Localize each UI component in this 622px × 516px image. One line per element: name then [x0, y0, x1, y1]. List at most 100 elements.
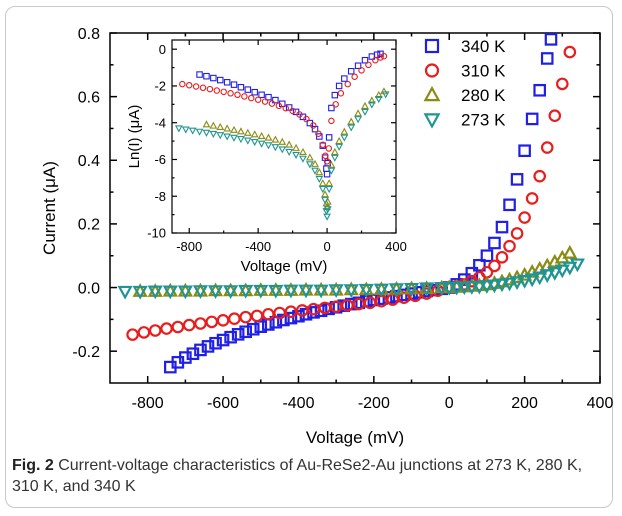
main-point: [253, 284, 269, 299]
inset-point: [303, 115, 310, 123]
inset-point: [296, 111, 303, 118]
legend-label: 310 K: [461, 62, 506, 81]
main-point: [148, 324, 162, 337]
main-point: [250, 309, 264, 323]
inset-point: [325, 186, 334, 194]
inset-point: [202, 129, 211, 137]
inset-point: [203, 72, 210, 80]
inset-point: [321, 197, 329, 205]
inset-point: [381, 91, 390, 99]
inset-point: [188, 127, 197, 135]
main-point: [540, 141, 554, 154]
main-point: [179, 351, 192, 364]
inset-point: [216, 122, 225, 130]
main-point: [388, 283, 405, 298]
main-point: [488, 259, 501, 273]
inset-series-280-k: [202, 87, 388, 211]
inset-point: [285, 140, 294, 148]
inset-point: [315, 168, 324, 176]
inset-series-310-k: [179, 52, 388, 165]
main-point: [510, 227, 524, 240]
main-point: [254, 320, 268, 333]
inset-point: [250, 138, 259, 147]
main-point: [479, 280, 495, 294]
main-point: [525, 112, 539, 126]
legend-marker: [424, 63, 440, 78]
main-point: [284, 311, 298, 325]
inset-point: [264, 133, 273, 141]
inset-y-tick-label: -8: [154, 189, 166, 204]
inset-point: [316, 133, 323, 140]
main-point: [147, 285, 163, 300]
inset-point: [327, 160, 336, 168]
main-point: [518, 211, 531, 224]
main-point: [223, 285, 239, 299]
inset-point: [358, 67, 365, 74]
main-point: [262, 307, 275, 321]
main-point: [434, 282, 450, 296]
main-point: [532, 271, 548, 286]
main-point: [216, 333, 230, 347]
main-point: [182, 318, 196, 332]
inset-point: [354, 116, 362, 124]
inset-point: [181, 126, 190, 134]
inset-point: [315, 130, 322, 137]
caption-label: Fig. 2: [12, 457, 54, 474]
inset-point: [223, 79, 231, 86]
main-point: [488, 236, 501, 250]
inset-point: [223, 124, 232, 132]
inset-point: [230, 81, 238, 88]
inset-point: [174, 125, 183, 133]
main-point: [554, 264, 570, 279]
inset-point: [331, 91, 339, 99]
inset-point: [275, 102, 283, 110]
inset-series-273-k: [174, 91, 390, 221]
legend-marker: [424, 38, 440, 54]
main-point: [231, 328, 245, 341]
inset-point: [234, 91, 241, 99]
inset-point: [251, 88, 258, 96]
inset-point: [261, 98, 269, 105]
main-point: [194, 343, 207, 357]
main-point: [563, 45, 577, 59]
main-point: [313, 284, 329, 299]
main-point: [556, 77, 569, 91]
inset-point: [179, 80, 186, 88]
inset-x-tick-label: -800: [176, 239, 202, 254]
main-point: [540, 52, 554, 65]
main-y-tick-label: 0.6: [78, 89, 100, 106]
main-point: [209, 336, 222, 350]
inset-point: [374, 90, 383, 98]
inset-point: [248, 94, 255, 102]
inset-point: [209, 121, 218, 129]
inset-point: [323, 170, 331, 178]
main-series-273-k: [117, 258, 585, 300]
main-point: [328, 284, 344, 299]
inset-x-axis-title: Voltage (mV): [241, 258, 328, 275]
main-point: [518, 144, 531, 158]
inset-point: [361, 101, 369, 110]
inset-point: [299, 147, 307, 155]
inset-point: [264, 142, 273, 150]
inset-point: [347, 67, 355, 75]
inset-point: [330, 154, 339, 162]
main-point: [283, 284, 299, 299]
main-point: [126, 328, 139, 341]
main-point: [390, 289, 403, 303]
main-point: [510, 173, 524, 186]
inset-point: [195, 128, 204, 136]
main-point: [480, 249, 494, 263]
main-point: [216, 314, 230, 327]
inset-point: [210, 74, 217, 82]
main-point: [449, 281, 465, 296]
inset-point: [315, 175, 324, 184]
main-point: [162, 285, 178, 300]
inset-point: [335, 82, 343, 90]
inset-point: [361, 56, 369, 64]
inset-point: [199, 84, 207, 92]
main-point: [194, 317, 207, 330]
inset-point: [216, 132, 225, 140]
legend: 340 K 310 K 280 K 273 K: [423, 37, 506, 130]
inset-point: [243, 137, 252, 145]
main-point: [517, 275, 533, 289]
